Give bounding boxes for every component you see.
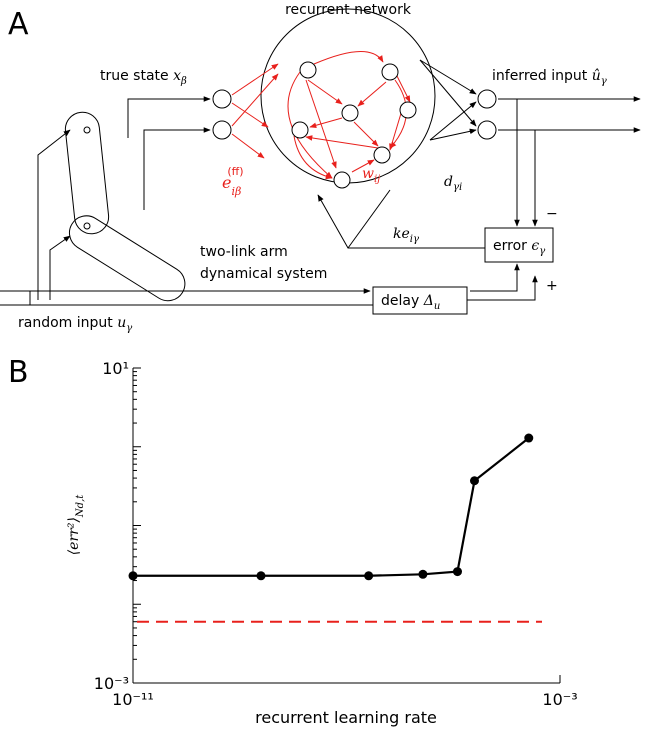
data-point [453,567,462,576]
chart: B recurrent learning rate ⟨err²⟩Nd,t 10⁻… [8,355,578,727]
recurrent-weight-label: wij [362,166,380,185]
panel-label: A [8,7,29,42]
plus-sign: + [546,278,558,294]
ff-weight-label: eiβ(ff) [222,165,244,198]
minus-sign: − [546,206,558,222]
y-tick-label: 10¹ [102,359,129,378]
arm-link [63,209,191,307]
data-point [418,570,427,579]
panel-label: B [8,355,29,390]
arm-link [64,111,111,236]
network-label: recurrent network [285,2,412,18]
arm-label: dynamical system [200,266,327,282]
network-circle [261,9,435,183]
data-point [470,476,479,485]
figure: A recurrent network true state xβ inferr… [0,0,645,732]
arm-label: two-link arm [200,244,288,260]
y-axis-label: ⟨err²⟩Nd,t [66,494,86,556]
diagram: A recurrent network true state xβ inferr… [0,2,640,334]
decoder-label: dγi [444,174,462,193]
random-input-label: random input uγ [18,315,132,334]
data-point [364,571,373,580]
joint [84,127,90,133]
feedback-label: keiγ [393,226,419,245]
series-line [133,438,529,576]
data-point [256,571,265,580]
x-tick-label: 10⁻³ [542,690,577,709]
x-axis-label: recurrent learning rate [255,708,437,727]
inferred-label: inferred input ûγ [492,68,607,87]
data-point [129,571,138,580]
data-point [524,434,533,443]
true-state-label: true state xβ [100,68,187,87]
joint [84,223,90,229]
delay-label: delay Δu [381,293,440,312]
x-tick-label: 10⁻¹¹ [112,690,154,709]
error-label: error ϵγ [493,238,545,257]
